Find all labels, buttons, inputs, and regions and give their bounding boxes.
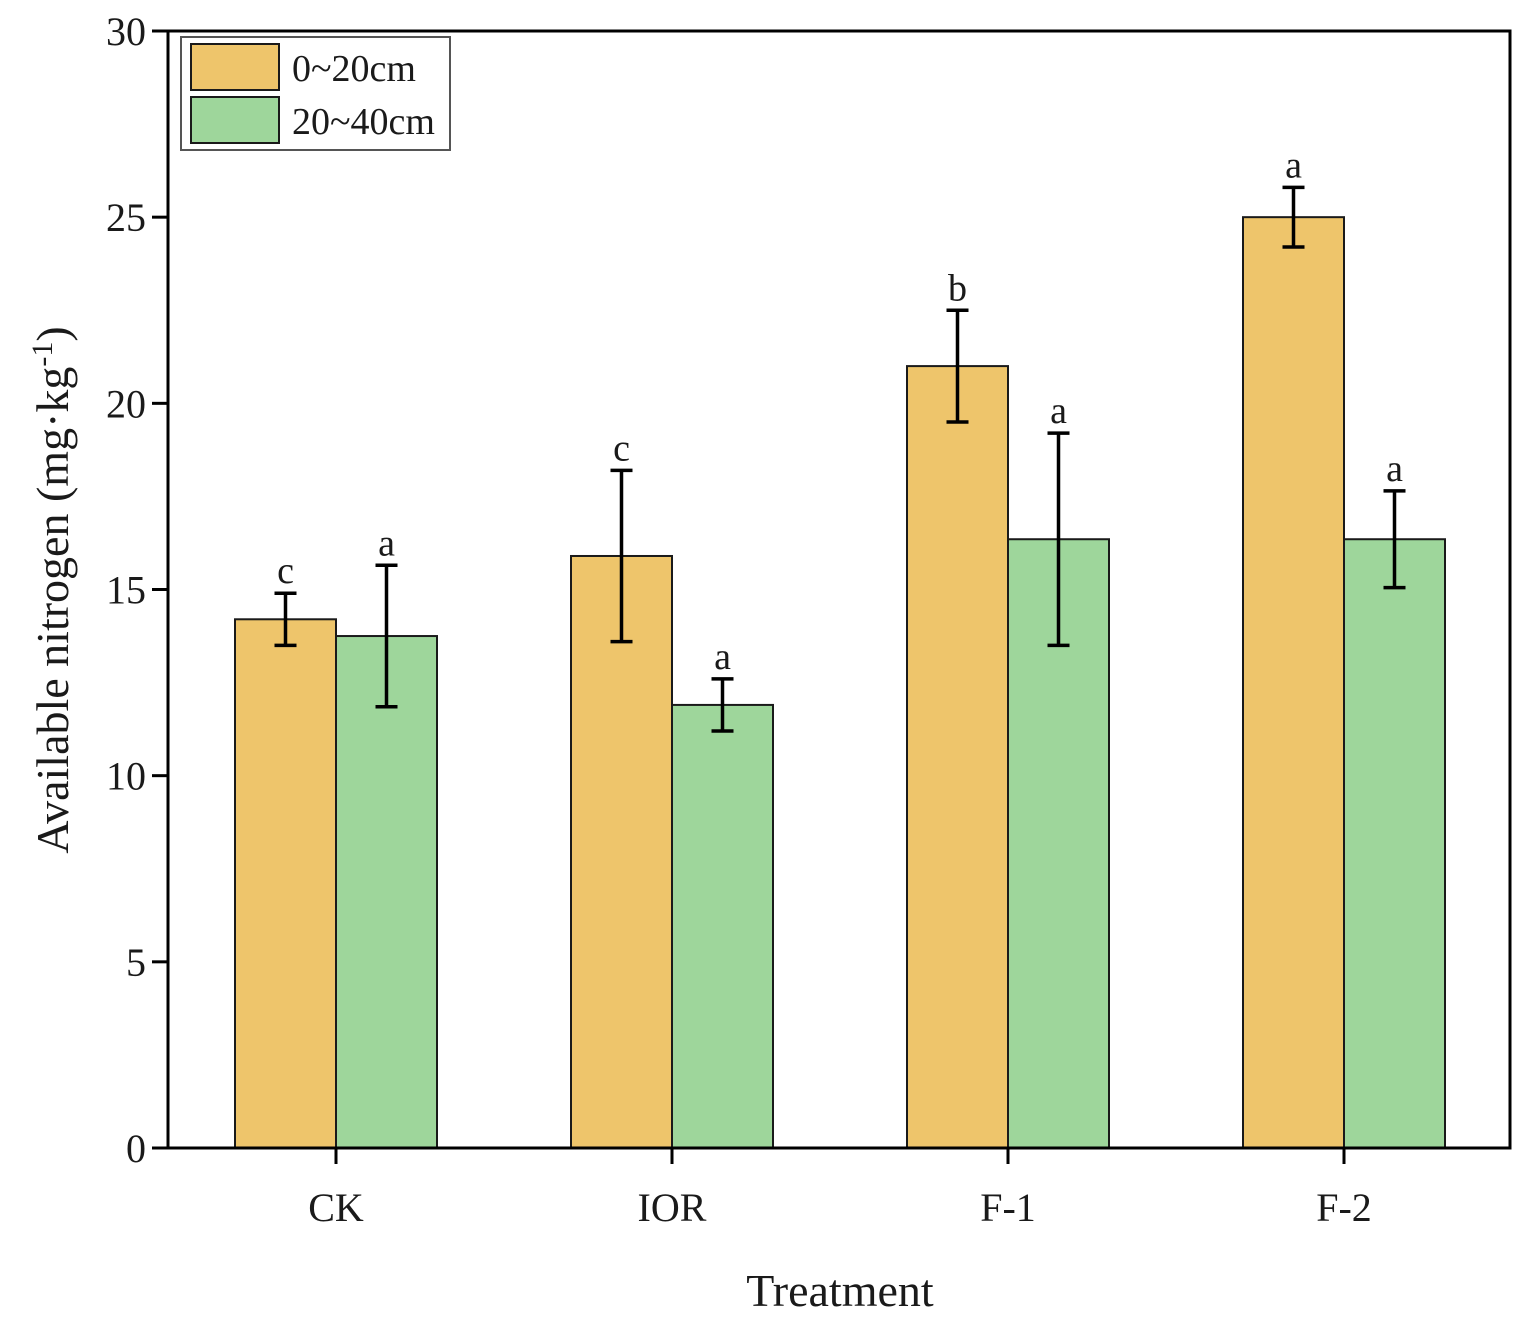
bar-CK-20~40cm	[335, 635, 438, 1150]
y-axis-ticks: 0 5 10 15 20 25 30	[106, 9, 168, 1171]
y-tick-label: 20	[106, 381, 146, 426]
significance-letter: a	[1050, 390, 1067, 432]
x-tick-label: IOR	[638, 1185, 707, 1230]
bar-F-2-0~20cm	[1242, 216, 1345, 1149]
y-axis-title-close: )	[27, 326, 78, 341]
y-axis-title: Available nitrogen (mg·kg-1)	[26, 326, 79, 853]
legend-swatch-0-20cm	[190, 43, 280, 91]
significance-letter: a	[1386, 448, 1403, 490]
significance-letter: a	[714, 636, 731, 678]
bar-F-1-0~20cm	[906, 365, 1009, 1150]
bar-CK-0~20cm	[234, 618, 337, 1149]
x-tick-label: CK	[308, 1185, 364, 1230]
significance-letter: b	[948, 267, 967, 309]
x-axis-ticks: CK IOR F-1 F-2	[308, 1148, 1372, 1230]
bar-IOR-0~20cm	[570, 554, 673, 1149]
bar-IOR-20~40cm	[671, 703, 774, 1149]
significance-letter: c	[613, 427, 630, 469]
y-tick-label: 5	[126, 940, 146, 985]
y-axis-title-main: Available nitrogen (mg·kg	[27, 367, 78, 854]
bars-layer	[234, 216, 1446, 1150]
legend-swatch-20-40cm	[190, 96, 280, 144]
y-axis-title-superscript: -1	[26, 342, 59, 367]
legend: 0~20cm 20~40cm	[180, 36, 451, 151]
y-tick-label: 15	[106, 568, 146, 613]
legend-label-0-20cm: 0~20cm	[292, 48, 416, 90]
significance-letter: a	[378, 522, 395, 564]
y-tick-label: 0	[126, 1126, 146, 1171]
bar-F-2-20~40cm	[1343, 538, 1446, 1149]
significance-letters-layer: c a c a b a a a	[277, 144, 1403, 677]
x-tick-label: F-2	[1316, 1185, 1372, 1230]
error-bars-layer	[274, 185, 1406, 733]
x-tick-label: F-1	[980, 1185, 1036, 1230]
y-tick-label: 30	[106, 9, 146, 54]
x-axis-title: Treatment	[746, 1265, 934, 1316]
y-tick-label: 25	[106, 195, 146, 240]
significance-letter: a	[1285, 144, 1302, 186]
y-tick-label: 10	[106, 754, 146, 799]
legend-label-20-40cm: 20~40cm	[292, 101, 435, 143]
significance-letter: c	[277, 550, 294, 592]
